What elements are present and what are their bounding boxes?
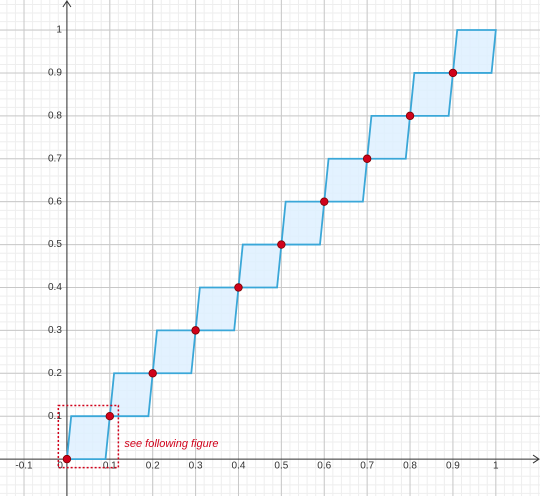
highlight-box: [57, 404, 120, 469]
y-tick-label: 0.2: [48, 368, 62, 379]
x-tick-label: 0: [57, 461, 63, 472]
parallelogram: [280, 200, 326, 246]
parallelogram: [366, 114, 412, 160]
y-tick-label: 0.3: [48, 325, 62, 336]
point: [405, 111, 415, 121]
parallelogram: [108, 372, 154, 418]
x-axis-arrow: [532, 454, 540, 464]
y-tick-label: 0.5: [48, 239, 62, 250]
parallelogram: [194, 286, 240, 332]
y-tick-label: 0.7: [48, 153, 62, 164]
y-tick-label: 0.1: [48, 411, 62, 422]
point: [234, 283, 243, 292]
x-tick-label: 0.6: [317, 461, 331, 472]
x-tick-label: 0.4: [232, 461, 246, 472]
parallelogram: [65, 415, 111, 460]
point: [105, 411, 115, 421]
point: [148, 369, 157, 378]
y-tick-label: 1: [56, 25, 62, 36]
x-tick-label: 0.5: [274, 461, 288, 472]
x-tick-label: -0.1: [15, 461, 33, 472]
point: [320, 197, 329, 206]
y-tick-label: 0.8: [48, 110, 62, 121]
point: [62, 454, 72, 464]
x-tick-label: 0.3: [189, 461, 203, 472]
y-tick-label: 0.6: [48, 196, 62, 207]
y-axis-arrow: [62, 0, 72, 8]
annotation: see following figure: [124, 438, 218, 450]
x-tick-label: 0.1: [103, 461, 117, 472]
parallelogram: [237, 243, 283, 289]
parallelogram: [409, 72, 454, 117]
x-tick-label: 0.9: [446, 461, 460, 472]
parallelogram: [451, 29, 497, 74]
parallelogram: [151, 329, 197, 375]
point: [277, 240, 286, 249]
y-tick-label: 0.4: [48, 282, 62, 293]
point: [448, 68, 458, 78]
point: [191, 326, 200, 335]
x-tick-label: 1: [493, 461, 499, 472]
parallelogram: [323, 157, 369, 203]
x-tick-label: 0.7: [360, 461, 374, 472]
x-tick-label: 0.2: [146, 461, 160, 472]
x-tick-label: 0.8: [403, 461, 417, 472]
point: [362, 154, 372, 163]
y-tick-label: 0.9: [48, 68, 62, 79]
